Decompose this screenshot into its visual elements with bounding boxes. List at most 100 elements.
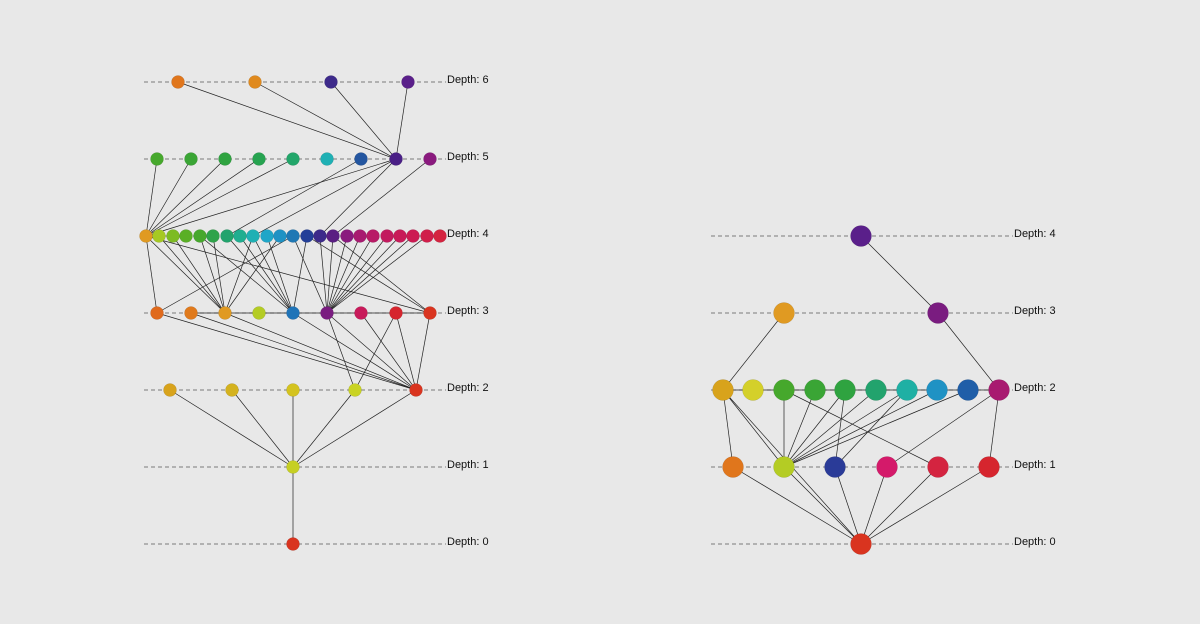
right-node-R2_3[interactable]: [804, 379, 826, 401]
left-node-L3_3[interactable]: [252, 306, 266, 320]
left-node-L4_9[interactable]: [260, 229, 274, 243]
left-depth-2-label: Depth: 2: [447, 382, 489, 394]
left-node-L4_11[interactable]: [286, 229, 300, 243]
right-node-R2_7[interactable]: [926, 379, 948, 401]
left-edge-L4_0-L5_2: [145, 158, 226, 237]
left-node-L5_4[interactable]: [286, 152, 300, 166]
left-edge-L3_4-L4_8: [252, 235, 294, 314]
left-node-L4_17[interactable]: [366, 229, 380, 243]
left-node-L2_4[interactable]: [409, 383, 423, 397]
right-node-R0_0[interactable]: [850, 533, 872, 555]
left-edge-L3_2-L4_10: [224, 235, 281, 314]
left-node-L3_4[interactable]: [286, 306, 300, 320]
left-node-L4_18[interactable]: [380, 229, 394, 243]
right-node-R2_9[interactable]: [988, 379, 1010, 401]
right-node-R1_0[interactable]: [722, 456, 744, 478]
right-node-R2_1[interactable]: [742, 379, 764, 401]
left-edge-L3_4-L4_7: [239, 235, 294, 314]
left-node-L2_2[interactable]: [286, 383, 300, 397]
left-node-L6_0[interactable]: [171, 75, 185, 89]
left-node-L4_5[interactable]: [206, 229, 220, 243]
left-node-L4_7[interactable]: [233, 229, 247, 243]
left-edge-L3_5-L4_16: [326, 235, 361, 314]
left-node-L3_2[interactable]: [218, 306, 232, 320]
left-node-L4_20[interactable]: [406, 229, 420, 243]
right-node-R1_3[interactable]: [876, 456, 898, 478]
left-node-L5_1[interactable]: [184, 152, 198, 166]
right-node-R3_0[interactable]: [773, 302, 795, 324]
left-node-L3_1[interactable]: [184, 306, 198, 320]
left-node-L3_7[interactable]: [389, 306, 403, 320]
left-node-L5_5[interactable]: [320, 152, 334, 166]
right-node-R1_1[interactable]: [773, 456, 795, 478]
left-edge-L3_4-L4_4: [199, 235, 294, 314]
left-node-L6_2[interactable]: [324, 75, 338, 89]
left-node-L3_0[interactable]: [150, 306, 164, 320]
left-node-L5_2[interactable]: [218, 152, 232, 166]
left-node-L4_21[interactable]: [420, 229, 434, 243]
left-node-L4_2[interactable]: [166, 229, 180, 243]
right-edge-R1_0-R2_0: [722, 389, 734, 468]
right-node-R2_0[interactable]: [712, 379, 734, 401]
left-node-L4_4[interactable]: [193, 229, 207, 243]
right-node-R2_5[interactable]: [865, 379, 887, 401]
right-node-R2_6[interactable]: [896, 379, 918, 401]
left-node-L4_1[interactable]: [152, 229, 166, 243]
left-node-L4_14[interactable]: [326, 229, 340, 243]
left-node-L1_0[interactable]: [286, 460, 300, 474]
left-node-L4_16[interactable]: [353, 229, 367, 243]
left-edge-L3_2-L4_8: [224, 235, 254, 314]
left-node-L5_3[interactable]: [252, 152, 266, 166]
left-node-L4_19[interactable]: [393, 229, 407, 243]
left-node-L2_1[interactable]: [225, 383, 239, 397]
left-edge-L3_2-L4_2: [172, 235, 226, 314]
left-edge-L3_5-L4_13: [319, 235, 328, 314]
left-node-L3_8[interactable]: [423, 306, 437, 320]
left-node-L5_0[interactable]: [150, 152, 164, 166]
left-edge-L2_4-L3_2: [224, 312, 417, 391]
graph-left: Depth: 0 Depth: 1 Depth: 2 Depth: 3 Depth: 4…: [139, 74, 489, 551]
right-node-R2_8[interactable]: [957, 379, 979, 401]
left-node-L4_22[interactable]: [433, 229, 447, 243]
right-depth-2-label: Depth: 2: [1014, 382, 1056, 394]
left-node-L3_5[interactable]: [320, 306, 334, 320]
left-edge-L3_0-L4_0: [145, 235, 158, 314]
left-node-L5_8[interactable]: [423, 152, 437, 166]
left-edge-L3_5-L4_21: [326, 235, 428, 314]
left-node-L4_3[interactable]: [179, 229, 193, 243]
left-edge-L2_4-L3_0: [156, 312, 417, 391]
left-edge-L4_8-L5_7: [252, 158, 397, 237]
left-node-L0_0[interactable]: [286, 537, 300, 551]
left-node-L6_3[interactable]: [401, 75, 415, 89]
left-node-L4_13[interactable]: [313, 229, 327, 243]
left-depth-5-label: Depth: 5: [447, 151, 489, 163]
left-node-L5_7[interactable]: [389, 152, 403, 166]
left-edge-L2_4-L3_7: [395, 312, 417, 391]
right-edge-R1_2-R2_6: [834, 389, 908, 468]
right-node-R1_2[interactable]: [824, 456, 846, 478]
left-node-L4_0[interactable]: [139, 229, 153, 243]
left-node-L3_6[interactable]: [354, 306, 368, 320]
right-node-R1_5[interactable]: [978, 456, 1000, 478]
left-node-L2_3[interactable]: [348, 383, 362, 397]
left-edge-L1_0-L2_3: [292, 389, 356, 468]
left-node-L2_0[interactable]: [163, 383, 177, 397]
left-edge-L3_4-L4_12: [292, 235, 308, 314]
left-node-L4_6[interactable]: [220, 229, 234, 243]
left-edge-L4_13-L5_7: [319, 158, 397, 237]
left-node-L6_1[interactable]: [248, 75, 262, 89]
left-edge-L2_3-L3_7: [354, 312, 397, 391]
left-node-L4_10[interactable]: [273, 229, 287, 243]
right-node-R2_2[interactable]: [773, 379, 795, 401]
right-node-R2_4[interactable]: [834, 379, 856, 401]
left-node-L4_8[interactable]: [246, 229, 260, 243]
right-edge-R0_0-R1_5: [860, 466, 990, 545]
right-node-R3_1[interactable]: [927, 302, 949, 324]
left-node-L4_15[interactable]: [340, 229, 354, 243]
right-node-R1_4[interactable]: [927, 456, 949, 478]
left-edge-L1_0-L2_4: [292, 389, 417, 468]
right-node-R4_0[interactable]: [850, 225, 872, 247]
left-edge-L3_5-L4_18: [326, 235, 388, 314]
left-node-L5_6[interactable]: [354, 152, 368, 166]
left-node-L4_12[interactable]: [300, 229, 314, 243]
